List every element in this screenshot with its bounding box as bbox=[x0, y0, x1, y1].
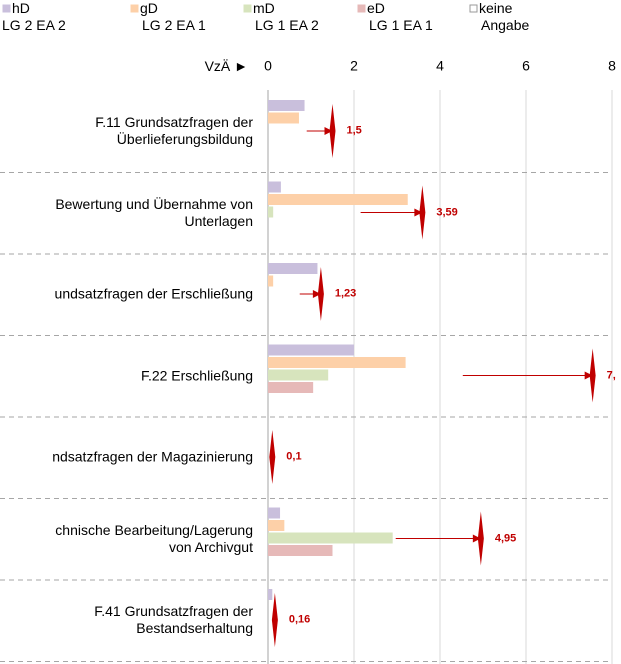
arrow-head bbox=[584, 371, 593, 380]
category-label: Bewertung und Übernahme von Unterlagen bbox=[55, 195, 253, 229]
legend-swatch bbox=[130, 4, 139, 13]
total-marker bbox=[271, 593, 278, 647]
total-marker bbox=[477, 511, 484, 566]
x-tick-label: 0 bbox=[264, 57, 272, 74]
legend-label: gD LG 2 EA 1 bbox=[140, 0, 206, 33]
arrow-head bbox=[472, 534, 481, 543]
arrow-head bbox=[312, 290, 321, 298]
legend-label: keine Angabe bbox=[479, 0, 530, 33]
bar bbox=[268, 194, 408, 205]
axis-label: VzÄ ► bbox=[204, 58, 248, 74]
total-marker bbox=[589, 348, 596, 403]
total-marker bbox=[317, 267, 324, 321]
bar bbox=[268, 357, 406, 368]
total-label: 0,1 bbox=[286, 450, 302, 463]
x-tick-label: 8 bbox=[608, 57, 616, 74]
total-label: 7, bbox=[606, 369, 616, 381]
bar bbox=[268, 545, 333, 556]
bar bbox=[268, 100, 305, 111]
arrow-head bbox=[324, 127, 333, 135]
bar bbox=[268, 275, 274, 287]
bar bbox=[268, 507, 281, 519]
legend-swatch bbox=[2, 4, 11, 13]
category-label: undsatzfragen der Erschließung bbox=[54, 285, 253, 302]
legend-swatch bbox=[357, 4, 366, 13]
bar bbox=[268, 382, 314, 393]
total-label: 1,23 bbox=[334, 287, 357, 300]
bar bbox=[268, 532, 393, 544]
x-tick-label: 2 bbox=[350, 57, 358, 74]
total-marker bbox=[269, 430, 276, 484]
bar bbox=[268, 520, 285, 531]
bar bbox=[268, 369, 329, 381]
bar bbox=[268, 112, 299, 124]
bar bbox=[268, 589, 273, 600]
category-label: ndsatzfragen der Magazinierung bbox=[52, 448, 253, 465]
legend-label: hD LG 2 EA 2 bbox=[2, 0, 66, 33]
category-label: F.41 Grundsatzfragen der Bestandserhaltu… bbox=[94, 603, 253, 636]
legend-label: mD LG 1 EA 2 bbox=[253, 0, 319, 33]
category-label: F.22 Erschließung bbox=[140, 367, 253, 383]
arrow-head bbox=[414, 208, 423, 217]
x-tick-label: 4 bbox=[436, 57, 444, 74]
category-label: chnische Bearbeitung/Lagerung von Archiv… bbox=[55, 521, 253, 555]
bar bbox=[268, 344, 354, 356]
category-label: F.11 Grundsatzfragen der Überlieferungsb… bbox=[95, 114, 253, 147]
legend-swatch bbox=[469, 4, 478, 13]
bar bbox=[268, 181, 281, 193]
total-label: 4,95 bbox=[494, 532, 517, 544]
x-tick-label: 6 bbox=[522, 57, 530, 74]
bar bbox=[268, 263, 318, 274]
total-marker bbox=[329, 104, 336, 158]
total-label: 0,16 bbox=[288, 613, 311, 626]
total-label: 1,5 bbox=[346, 124, 362, 137]
total-label: 3,59 bbox=[436, 206, 458, 218]
legend-label: eD LG 1 EA 1 bbox=[367, 0, 433, 33]
bar bbox=[268, 206, 274, 218]
total-marker bbox=[419, 185, 426, 240]
legend-swatch bbox=[243, 4, 252, 13]
